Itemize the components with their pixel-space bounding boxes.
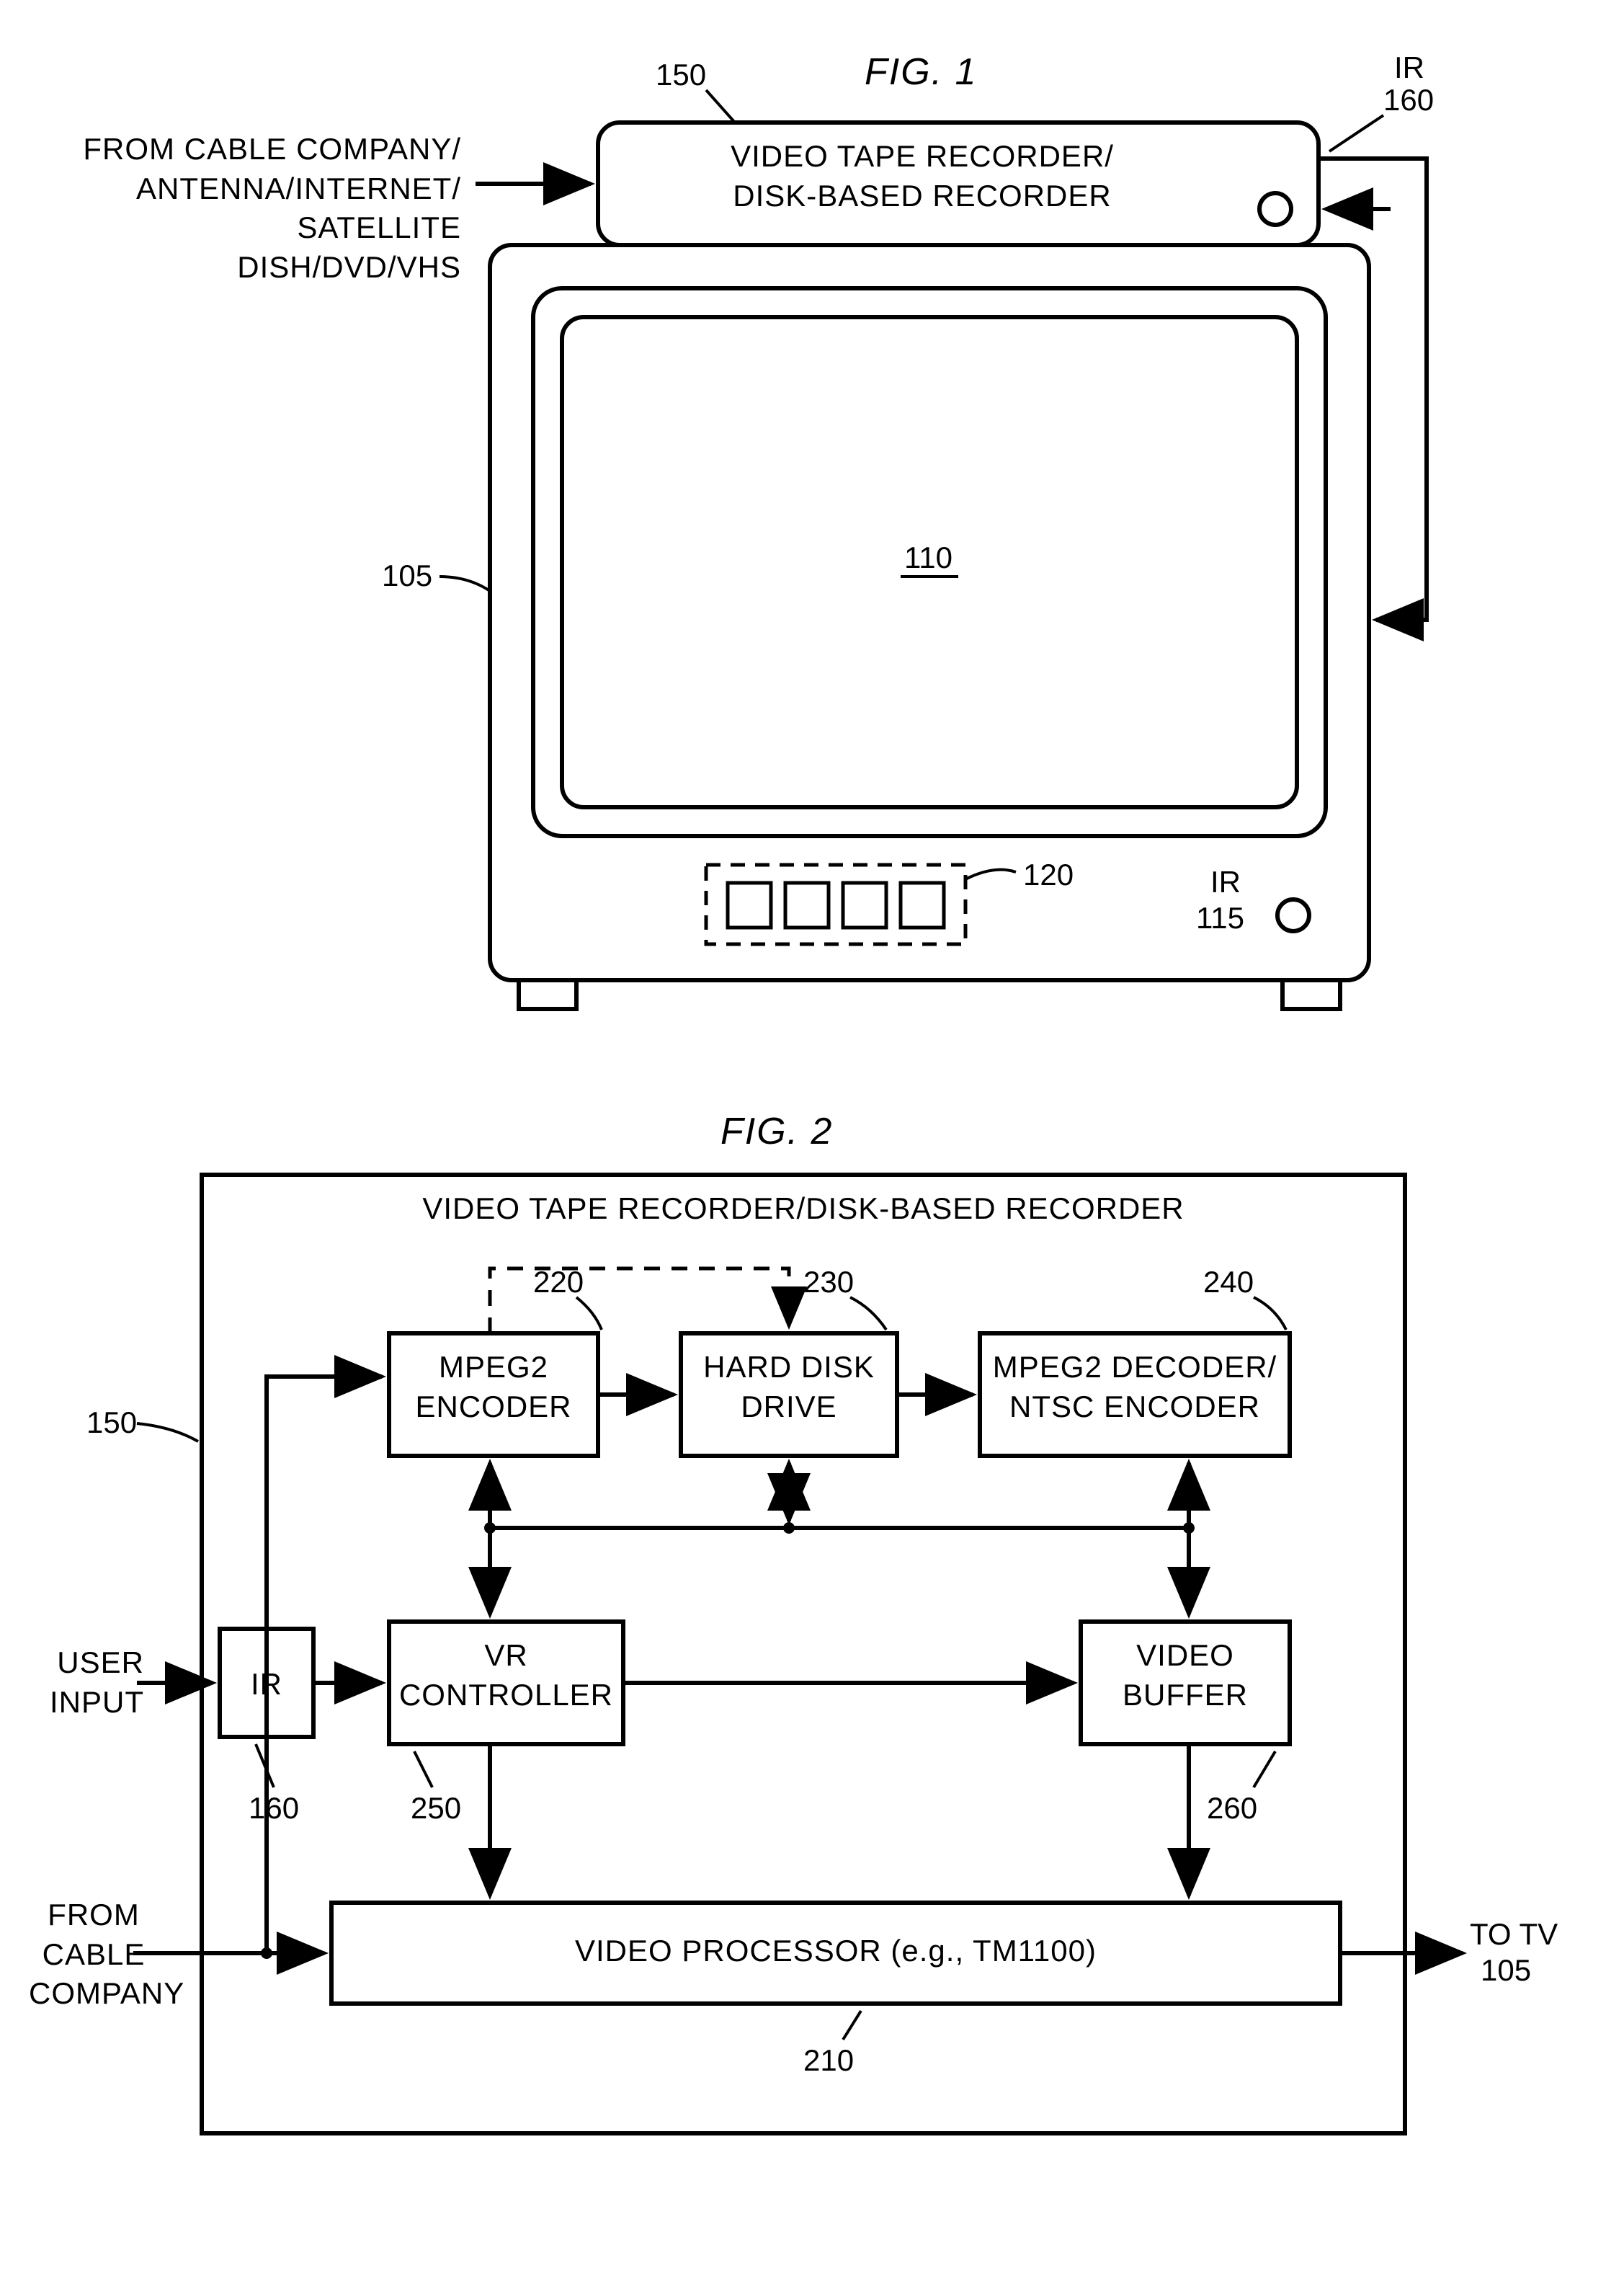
fig2-title: FIG. 2: [720, 1110, 833, 1153]
leader-250: [414, 1751, 432, 1787]
ref-260: 260: [1207, 1791, 1257, 1826]
leader-120: [965, 870, 1016, 879]
leader-105: [440, 577, 490, 591]
to-tv-label-a: TO TV: [1470, 1917, 1558, 1952]
to-tv-label-b: 105: [1481, 1953, 1531, 1988]
leader-240: [1254, 1297, 1286, 1330]
junction-hdd-bus: [783, 1522, 795, 1534]
ref-150-fig2: 150: [86, 1405, 137, 1440]
ref-160-ir: IR: [1394, 50, 1424, 85]
user-input-label: USER INPUT: [43, 1643, 144, 1722]
spacer: [29, 1038, 1595, 1110]
mpeg2-decoder-label: MPEG2 DECODER/ NTSC ENCODER: [980, 1348, 1290, 1426]
page: FIG. 1 150 IR 160 FROM CABLE COMPANY/ AN…: [29, 29, 1595, 2191]
button-3: [843, 883, 886, 928]
leader-230: [850, 1297, 886, 1330]
ref-115-ir: IR: [1210, 865, 1241, 899]
arrow-recorder-to-tv: [1319, 159, 1427, 620]
from-cable-label: FROM CABLE COMPANY: [29, 1895, 159, 2014]
video-buffer-label: VIDEO BUFFER: [1081, 1636, 1290, 1715]
ref-220: 220: [533, 1265, 584, 1299]
ir-label: IR: [220, 1665, 313, 1704]
vr-controller-label: VR CONTROLLER: [389, 1636, 623, 1715]
recorder-label: VIDEO TAPE RECORDER/ DISK-BASED RECORDER: [627, 137, 1218, 215]
figure-2: FIG. 2: [29, 1110, 1595, 2191]
button-4: [901, 883, 944, 928]
input-source-label: FROM CABLE COMPANY/ ANTENNA/INTERNET/ SA…: [72, 130, 461, 287]
tv-foot-right: [1282, 980, 1340, 1009]
ref-160-fig2: 160: [249, 1791, 299, 1826]
hdd-label: HARD DISK DRIVE: [681, 1348, 897, 1426]
button-panel-dashed: [706, 865, 965, 944]
tv-foot-left: [519, 980, 576, 1009]
ref-160: 160: [1383, 83, 1434, 117]
fig1-title: FIG. 1: [865, 50, 977, 94]
leader-210: [843, 2011, 861, 2040]
leader-150: [706, 90, 735, 123]
leader-220: [576, 1297, 602, 1330]
ref-230: 230: [803, 1265, 854, 1299]
junction-dec-bus: [1183, 1522, 1195, 1534]
button-1: [728, 883, 771, 928]
ref-110: 110: [904, 541, 952, 575]
ir-sensor-tv: [1277, 899, 1309, 931]
fig2-box-title: VIDEO TAPE RECORDER/DISK-BASED RECORDER: [202, 1189, 1405, 1229]
ref-105: 105: [382, 559, 432, 593]
leader-160: [1329, 115, 1383, 151]
video-processor-label: VIDEO PROCESSOR (e.g., TM1100): [331, 1932, 1340, 1971]
ir-sensor-recorder: [1259, 193, 1291, 225]
ref-150: 150: [656, 58, 706, 92]
ref-120: 120: [1023, 858, 1074, 892]
ref-115: 115: [1196, 901, 1244, 935]
mpeg2-encoder-label: MPEG2 ENCODER: [389, 1348, 598, 1426]
ref-210: 210: [803, 2043, 854, 2078]
button-2: [785, 883, 829, 928]
ref-250: 250: [411, 1791, 461, 1826]
leader-150-fig2: [137, 1423, 198, 1441]
junction-vr-bus: [484, 1522, 496, 1534]
leader-260: [1254, 1751, 1275, 1787]
figure-1: FIG. 1 150 IR 160 FROM CABLE COMPANY/ AN…: [29, 29, 1595, 1038]
ref-240: 240: [1203, 1265, 1254, 1299]
